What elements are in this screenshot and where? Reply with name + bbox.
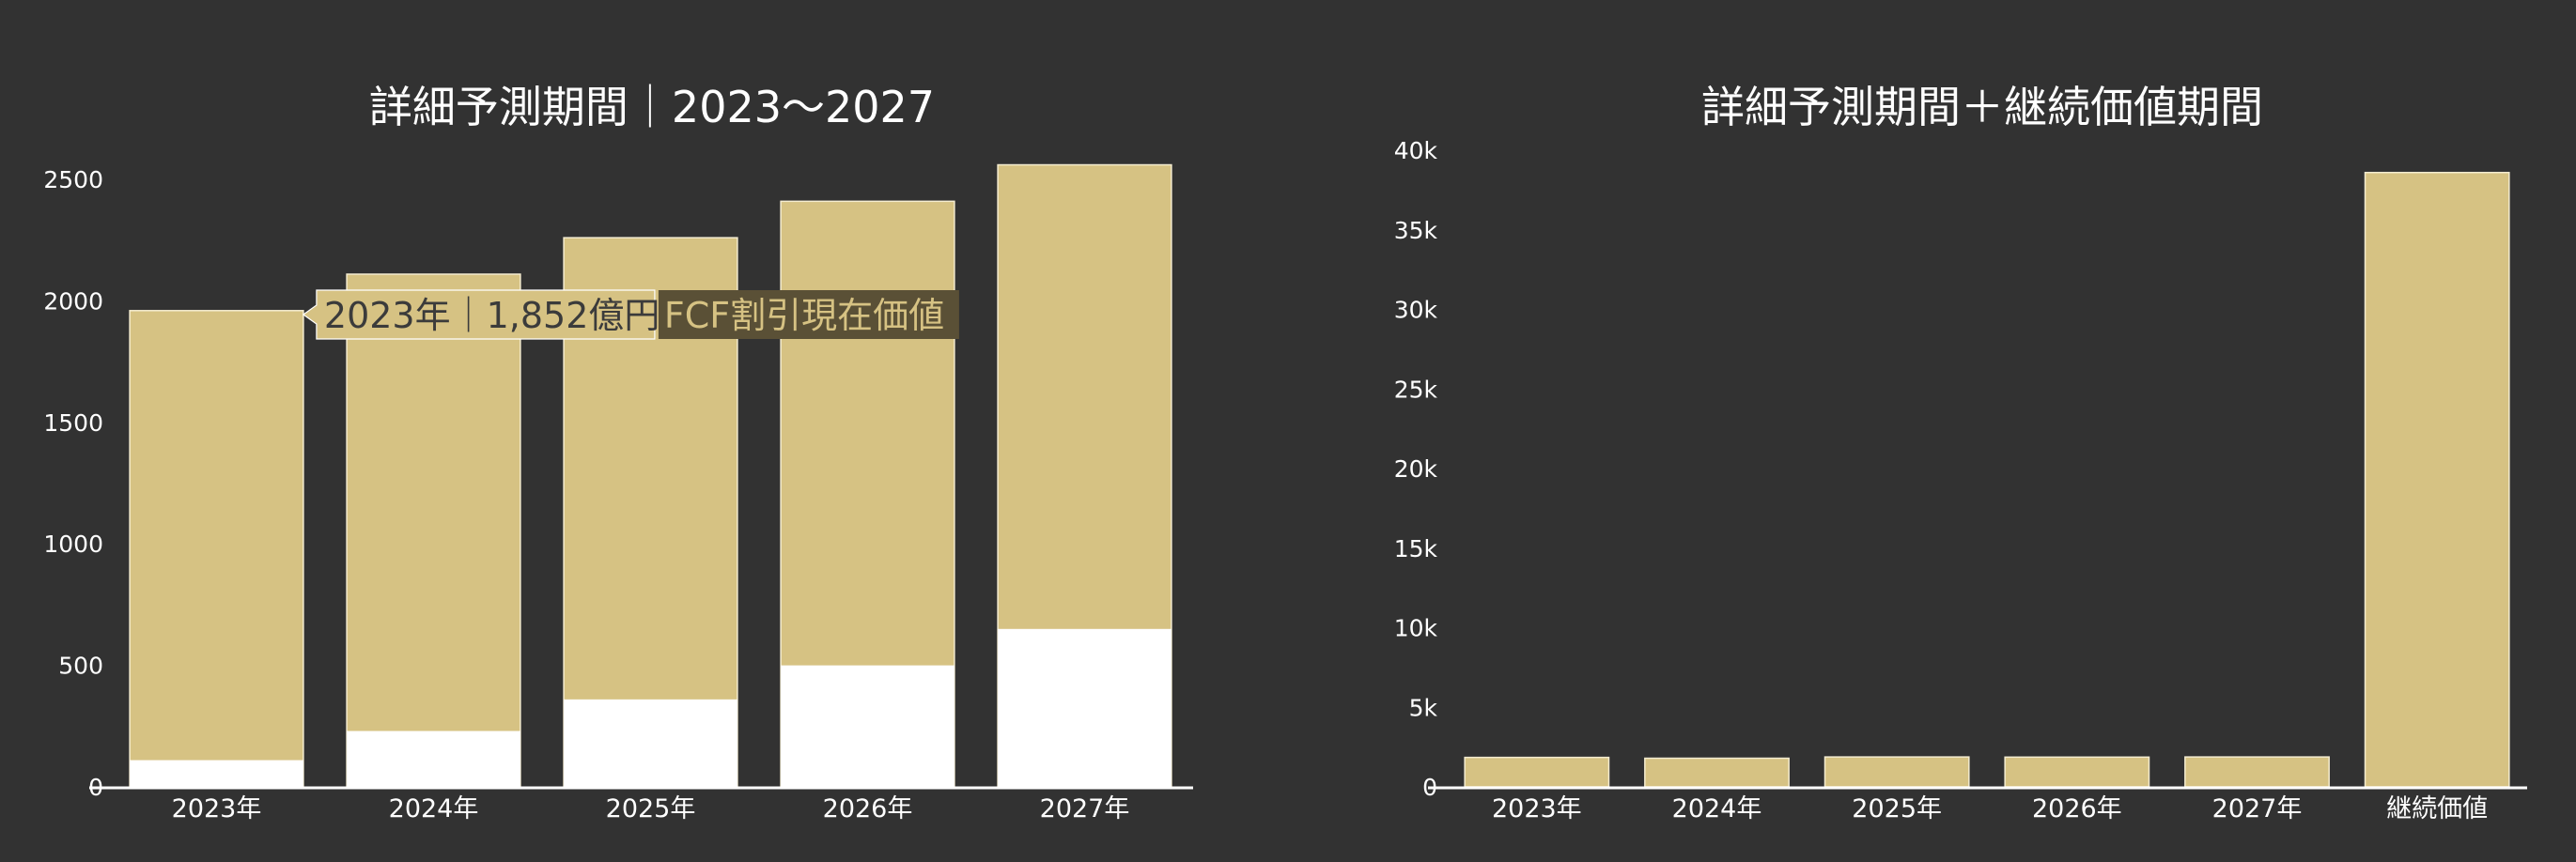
- y-tick-label: 1500: [43, 409, 103, 437]
- y-tick-label: 15k: [1394, 535, 1438, 562]
- y-tick-label: 20k: [1394, 455, 1438, 483]
- y-tick-label: 25k: [1394, 376, 1438, 403]
- bar-series-0-1[interactable]: [1644, 757, 1790, 788]
- x-tick-label: 2026年: [2032, 794, 2122, 824]
- x-tick-label: 2024年: [389, 794, 479, 824]
- tooltip-series-box: [658, 290, 959, 339]
- y-tick-label: 5k: [1409, 694, 1438, 721]
- bar-series-0-0[interactable]: [1464, 756, 1610, 788]
- tooltip-label: 2023年｜1,852億円: [324, 295, 660, 336]
- detail-forecast-chart: 詳細予測期間｜2023〜2027050010001500200025002023…: [43, 82, 1193, 824]
- y-tick-label: 500: [58, 653, 103, 680]
- bar-series-0-2[interactable]: [1823, 756, 1970, 788]
- y-tick-label: 1000: [43, 531, 103, 558]
- y-tick-label: 2000: [43, 287, 103, 315]
- bar-series-0-4[interactable]: [2184, 756, 2330, 788]
- bar-series-1-4[interactable]: [998, 628, 1172, 787]
- x-tick-label: 2025年: [1852, 794, 1942, 824]
- x-tick-label: 2027年: [2212, 794, 2303, 824]
- hover-tooltip: 2023年｜1,852億円 FCF割引現在価値: [302, 289, 959, 340]
- bar-series-1-0[interactable]: [130, 760, 303, 787]
- x-tick-label: 2027年: [1040, 794, 1130, 824]
- tooltip-box: [302, 289, 656, 340]
- detail-plus-terminal-chart: 詳細予測期間＋継続価値期間05k10k15k20k25k30k35k40k202…: [1394, 82, 2527, 824]
- x-tick-label: 2025年: [606, 794, 696, 824]
- y-tick-label: 10k: [1394, 615, 1438, 642]
- x-tick-label: 2024年: [1672, 794, 1762, 824]
- chart-title: 詳細予測期間｜2023〜2027: [369, 82, 935, 132]
- y-tick-label: 40k: [1394, 137, 1438, 164]
- bar-fcf-1[interactable]: [346, 273, 521, 788]
- x-tick-label: 2026年: [823, 794, 913, 824]
- bar-series-1-1[interactable]: [347, 731, 520, 787]
- chart-title: 詳細予測期間＋継続価値期間: [1701, 82, 2263, 132]
- bar-series-0-3[interactable]: [2004, 756, 2150, 788]
- y-tick-label: 30k: [1394, 297, 1438, 324]
- bar-fcf-0[interactable]: [129, 310, 304, 788]
- bar-series-1-2[interactable]: [564, 699, 737, 787]
- x-tick-label: 2023年: [1492, 794, 1582, 824]
- bar-series-0-5[interactable]: [2364, 171, 2510, 788]
- x-tick-label: 継続価値: [2386, 794, 2488, 824]
- x-tick-label: 2023年: [172, 794, 262, 824]
- bar-series-1-3[interactable]: [781, 665, 954, 787]
- y-tick-label: 35k: [1394, 217, 1438, 244]
- tooltip-series-name: FCF割引現在価値: [664, 295, 944, 336]
- y-tick-label: 2500: [43, 166, 103, 193]
